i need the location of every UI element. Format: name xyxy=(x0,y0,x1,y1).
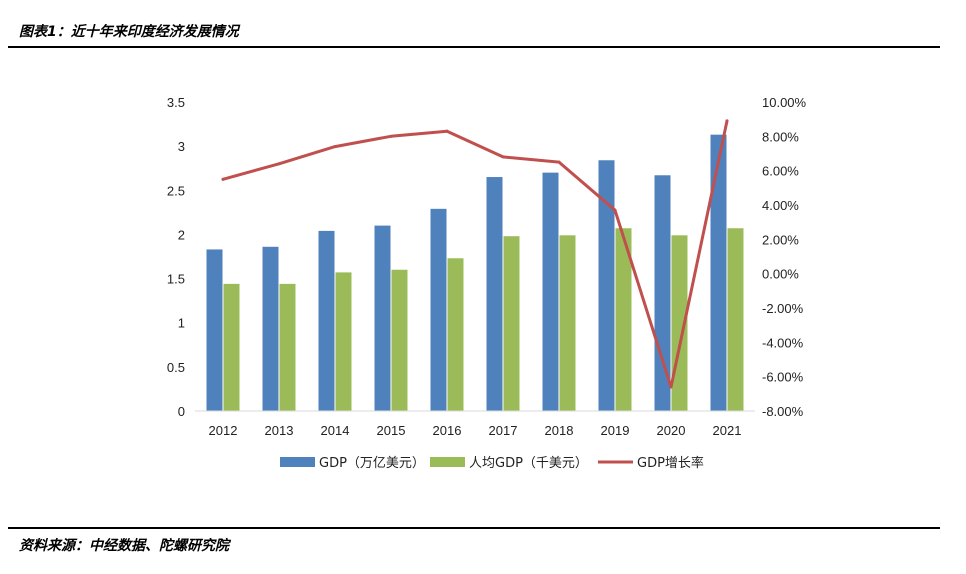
right-axis-tick: -4.00% xyxy=(762,335,804,350)
gdp-growth-point xyxy=(557,160,561,164)
per-capita-gdp-bar xyxy=(223,283,240,411)
per-capita-gdp-bar xyxy=(615,228,632,411)
per-capita-gdp-bar xyxy=(391,269,408,411)
right-axis-tick: -8.00% xyxy=(762,404,804,419)
chart-title: 图表1：近十年来印度经济发展情况 xyxy=(19,24,239,40)
x-axis-tick: 2014 xyxy=(321,423,350,438)
top-divider xyxy=(8,46,940,48)
per-capita-gdp-bar xyxy=(503,236,520,411)
x-axis-tick: 2012 xyxy=(209,423,238,438)
right-axis-tick: 0.00% xyxy=(762,267,799,282)
x-axis-tick: 2021 xyxy=(713,423,742,438)
gdp-bar xyxy=(374,225,391,411)
x-axis-tick: 2013 xyxy=(265,423,294,438)
left-axis-tick: 0 xyxy=(178,404,185,419)
legend-label: GDP（万亿美元） xyxy=(319,456,425,471)
source-note: 资料来源：中经数据、陀螺研究院 xyxy=(19,538,229,554)
gdp-bar xyxy=(710,134,727,411)
left-axis-tick: 3.5 xyxy=(167,95,185,110)
right-axis-tick: 4.00% xyxy=(762,198,799,213)
gdp-bar xyxy=(262,246,279,411)
gdp-growth-point xyxy=(221,177,225,181)
gdp-bar xyxy=(430,208,447,411)
right-axis-tick: 8.00% xyxy=(762,129,799,144)
right-axis-tick: 10.00% xyxy=(762,95,807,110)
legend-label: GDP增长率 xyxy=(637,455,704,471)
right-axis-tick: 2.00% xyxy=(762,232,799,247)
x-axis-tick: 2017 xyxy=(489,423,518,438)
gdp-bar xyxy=(206,249,223,411)
left-axis-tick: 1 xyxy=(178,316,185,331)
x-axis-tick: 2018 xyxy=(545,423,574,438)
gdp-growth-point xyxy=(333,145,337,149)
per-capita-gdp-bar xyxy=(559,235,576,411)
legend-swatch xyxy=(280,457,315,467)
left-axis-tick: 2.5 xyxy=(167,183,185,198)
right-axis-tick: -2.00% xyxy=(762,301,804,316)
bottom-divider xyxy=(8,527,940,529)
gdp-growth-point xyxy=(501,155,505,159)
per-capita-gdp-bar xyxy=(447,258,464,411)
gdp-growth-line xyxy=(221,119,729,389)
gdp-growth-point xyxy=(669,385,673,389)
gdp-growth-point xyxy=(389,134,393,138)
gdp-growth-point xyxy=(445,129,449,133)
x-axis-tick: 2016 xyxy=(433,423,462,438)
x-axis-tick: 2015 xyxy=(377,423,406,438)
per-capita-gdp-bar xyxy=(727,228,744,411)
gdp-bar xyxy=(598,160,615,411)
per-capita-gdp-bar xyxy=(335,272,352,411)
gdp-bar xyxy=(318,230,335,411)
legend-label: 人均GDP（千美元） xyxy=(469,456,588,471)
right-axis-tick: -6.00% xyxy=(762,370,804,385)
gdp-growth-point xyxy=(613,208,617,212)
x-axis-tick: 2020 xyxy=(657,423,686,438)
left-axis-tick: 0.5 xyxy=(167,360,185,375)
per-capita-gdp-bar xyxy=(279,283,296,411)
gdp-bar xyxy=(542,172,559,411)
left-axis-tick: 1.5 xyxy=(167,272,185,287)
left-axis-tick: 3 xyxy=(178,139,185,154)
right-axis-tick: 6.00% xyxy=(762,164,799,179)
gdp-bar xyxy=(486,177,503,411)
left-axis-tick: 2 xyxy=(178,227,185,242)
x-axis-tick: 2019 xyxy=(601,423,630,438)
gdp-growth-point xyxy=(277,162,281,166)
legend-swatch xyxy=(430,457,465,467)
gdp-growth-point xyxy=(725,119,729,123)
